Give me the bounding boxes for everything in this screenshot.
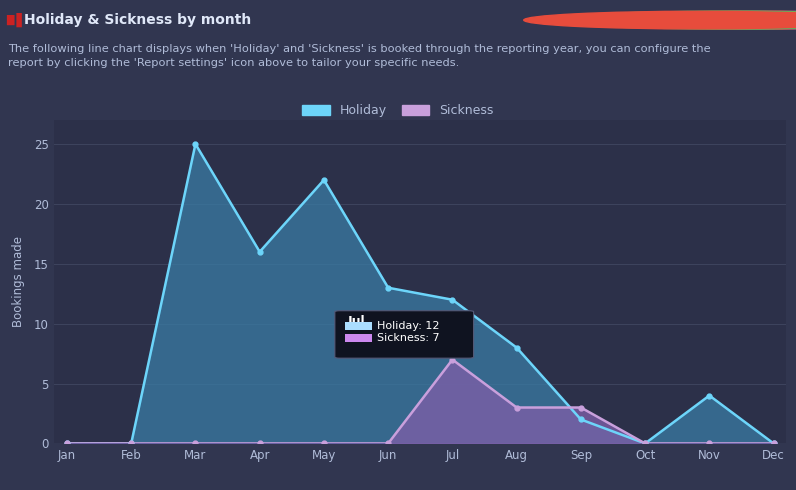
- Text: The following line chart displays when 'Holiday' and 'Sickness' is booked throug: The following line chart displays when '…: [8, 44, 711, 69]
- Text: Holiday & Sickness by month: Holiday & Sickness by month: [24, 13, 251, 27]
- Circle shape: [572, 11, 796, 29]
- Legend: Holiday, Sickness: Holiday, Sickness: [297, 99, 499, 122]
- Circle shape: [548, 11, 796, 29]
- FancyBboxPatch shape: [345, 334, 372, 343]
- FancyBboxPatch shape: [345, 322, 372, 330]
- Text: ▐: ▐: [10, 13, 21, 27]
- Circle shape: [524, 11, 796, 29]
- Circle shape: [595, 11, 796, 29]
- Text: Sickness: 7: Sickness: 7: [377, 333, 440, 343]
- Text: Holiday: 12: Holiday: 12: [377, 321, 439, 331]
- FancyBboxPatch shape: [335, 311, 474, 358]
- Text: █: █: [6, 15, 14, 25]
- Y-axis label: Bookings made: Bookings made: [13, 236, 25, 327]
- Text: Jul: Jul: [348, 315, 365, 328]
